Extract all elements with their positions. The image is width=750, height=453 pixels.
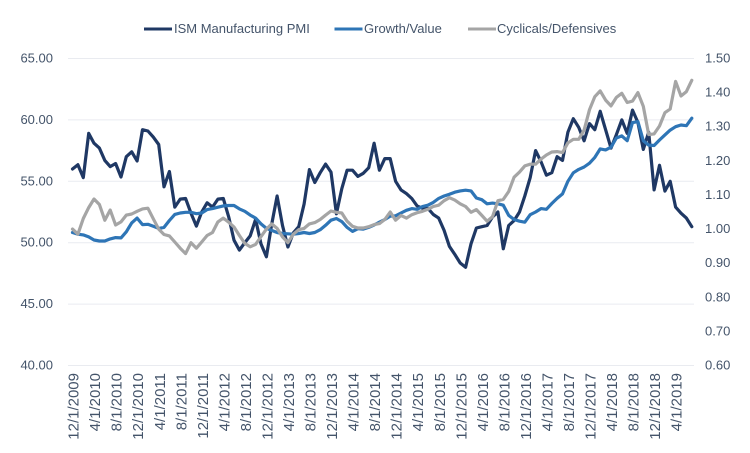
svg-text:8/1/2016: 8/1/2016 bbox=[496, 373, 513, 431]
svg-text:4/1/2013: 4/1/2013 bbox=[281, 373, 298, 431]
svg-text:55.00: 55.00 bbox=[20, 173, 53, 188]
svg-text:Growth/Value: Growth/Value bbox=[364, 21, 442, 36]
svg-text:1.40: 1.40 bbox=[705, 85, 730, 100]
svg-text:1.50: 1.50 bbox=[705, 51, 730, 66]
svg-text:1.10: 1.10 bbox=[705, 187, 730, 202]
svg-text:1.20: 1.20 bbox=[705, 153, 730, 168]
svg-text:0.60: 0.60 bbox=[705, 358, 730, 373]
svg-text:12/1/2018: 12/1/2018 bbox=[647, 373, 664, 440]
svg-text:4/1/2016: 4/1/2016 bbox=[475, 373, 492, 431]
svg-text:12/1/2014: 12/1/2014 bbox=[389, 373, 406, 440]
svg-text:50.00: 50.00 bbox=[20, 235, 53, 250]
svg-text:40.00: 40.00 bbox=[20, 358, 53, 373]
svg-text:8/1/2018: 8/1/2018 bbox=[626, 373, 643, 431]
svg-text:12/1/2012: 12/1/2012 bbox=[259, 373, 276, 440]
svg-text:1.30: 1.30 bbox=[705, 119, 730, 134]
svg-text:8/1/2012: 8/1/2012 bbox=[238, 373, 255, 431]
svg-text:0.70: 0.70 bbox=[705, 323, 730, 338]
svg-text:0.80: 0.80 bbox=[705, 289, 730, 304]
svg-text:4/1/2018: 4/1/2018 bbox=[604, 373, 621, 431]
svg-text:4/1/2017: 4/1/2017 bbox=[539, 373, 556, 431]
svg-text:Cyclicals/Defensives: Cyclicals/Defensives bbox=[497, 21, 617, 36]
svg-text:0.90: 0.90 bbox=[705, 255, 730, 270]
svg-text:12/1/2010: 12/1/2010 bbox=[130, 373, 147, 440]
svg-text:45.00: 45.00 bbox=[20, 296, 53, 311]
svg-text:65.00: 65.00 bbox=[20, 51, 53, 66]
svg-text:4/1/2011: 4/1/2011 bbox=[152, 373, 169, 430]
svg-text:12/1/2013: 12/1/2013 bbox=[324, 373, 341, 440]
svg-text:4/1/2014: 4/1/2014 bbox=[346, 373, 363, 431]
svg-text:12/1/2011: 12/1/2011 bbox=[195, 373, 212, 439]
svg-text:ISM Manufacturing PMI: ISM Manufacturing PMI bbox=[174, 21, 310, 36]
svg-text:4/1/2010: 4/1/2010 bbox=[87, 373, 104, 431]
svg-text:12/1/2015: 12/1/2015 bbox=[453, 373, 470, 440]
svg-text:8/1/2010: 8/1/2010 bbox=[109, 373, 126, 431]
svg-text:60.00: 60.00 bbox=[20, 112, 53, 127]
svg-text:4/1/2019: 4/1/2019 bbox=[669, 373, 686, 431]
svg-text:4/1/2015: 4/1/2015 bbox=[410, 373, 427, 431]
svg-text:8/1/2014: 8/1/2014 bbox=[367, 373, 384, 431]
svg-text:4/1/2012: 4/1/2012 bbox=[216, 373, 233, 431]
svg-text:8/1/2017: 8/1/2017 bbox=[561, 373, 578, 431]
svg-text:8/1/2013: 8/1/2013 bbox=[302, 373, 319, 431]
svg-text:8/1/2015: 8/1/2015 bbox=[432, 373, 449, 431]
svg-text:12/1/2017: 12/1/2017 bbox=[583, 373, 600, 440]
svg-text:12/1/2016: 12/1/2016 bbox=[518, 373, 535, 440]
svg-text:8/1/2011: 8/1/2011 bbox=[173, 373, 190, 430]
svg-text:1.00: 1.00 bbox=[705, 221, 730, 236]
svg-text:12/1/2009: 12/1/2009 bbox=[66, 373, 83, 440]
